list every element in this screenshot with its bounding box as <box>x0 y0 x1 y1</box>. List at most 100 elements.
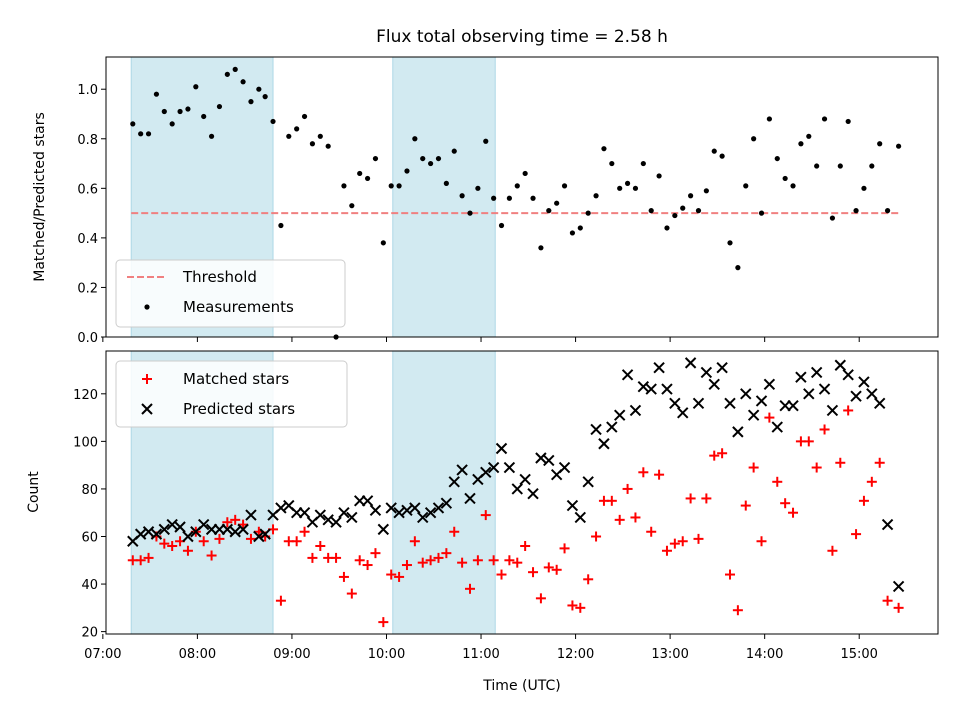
predicted-star-point <box>480 466 492 478</box>
matched-star-point <box>717 448 728 459</box>
predicted-star-point <box>834 359 847 371</box>
measurement-point <box>845 118 851 125</box>
matched-star-point <box>780 498 791 509</box>
matched-star-point <box>417 557 428 568</box>
measurement-point <box>325 143 331 149</box>
measurement-point <box>782 175 788 182</box>
measurement-point <box>743 183 749 189</box>
matched-star-point <box>528 567 539 578</box>
predicted-star-point <box>842 369 854 381</box>
predicted-star-point <box>519 473 531 486</box>
count-panel: 20 40 60 80 100 120 07:00 08:00 09:00 10:00 11:00… <box>26 350 939 694</box>
measurement-point <box>514 183 520 189</box>
predicted-star-point <box>275 502 287 514</box>
measurement-point <box>506 195 512 201</box>
measurement-point <box>286 133 292 139</box>
predicted-star-point <box>810 366 823 379</box>
measurement-point <box>751 136 757 142</box>
measurement-point <box>869 163 875 169</box>
predicted-star-point <box>440 497 453 509</box>
matched-star-point <box>858 495 869 506</box>
measurement-point <box>262 94 268 100</box>
predicted-star-point <box>881 518 894 531</box>
bottom-y-tick-label: 100 <box>73 435 98 450</box>
measurement-point <box>624 180 631 186</box>
predicted-star-point <box>771 421 783 433</box>
predicted-star-point <box>298 507 311 519</box>
matched-star-point <box>520 541 531 552</box>
measurement-point <box>648 208 654 214</box>
predicted-star-point <box>346 511 358 524</box>
matched-star-point <box>331 552 342 563</box>
predicted-star-point <box>873 397 886 410</box>
predicted-star-point <box>417 511 429 524</box>
measurement-point <box>601 146 607 152</box>
measurement-point <box>153 91 160 97</box>
measurement-point <box>688 193 694 199</box>
top-y-tick-label: 0.6 <box>77 182 98 197</box>
matched-star-point <box>764 412 775 423</box>
x-tick-label: 07:00 <box>84 647 121 662</box>
matched-star-point <box>685 493 696 504</box>
x-tick-label: 09:00 <box>273 647 310 662</box>
matched-star-point <box>159 538 170 549</box>
bottom-y-tick-label: 120 <box>73 388 98 403</box>
predicted-star-point <box>582 476 594 488</box>
matched-star-point <box>346 588 357 599</box>
matched-star-point <box>614 514 625 525</box>
matched-star-point <box>167 541 178 552</box>
matched-star-point <box>465 583 475 594</box>
measurement-point <box>317 133 323 139</box>
legend-predicted-label: Predicted stars <box>183 400 295 418</box>
measurement-point <box>522 170 528 177</box>
bottom-y-tick-label: 20 <box>81 626 98 641</box>
top-y-tick-label: 0.2 <box>77 281 98 296</box>
matched-star-point <box>851 529 862 540</box>
matched-star-point <box>843 405 854 416</box>
measurement-point <box>774 155 780 162</box>
predicted-star-point <box>629 404 642 417</box>
predicted-star-point <box>590 423 602 436</box>
predicted-star-point <box>892 580 905 593</box>
matched-star-point <box>559 543 570 554</box>
top-y-tick-label: 0.0 <box>77 331 98 346</box>
predicted-star-point <box>197 518 210 531</box>
predicted-star-point <box>134 528 147 540</box>
predicted-star-point <box>795 371 807 383</box>
measurement-point <box>256 86 262 92</box>
measurement-point <box>169 121 175 127</box>
predicted-star-point <box>763 378 776 391</box>
measurement-point <box>451 148 457 154</box>
predicted-star-point <box>511 483 523 495</box>
legend-predicted-marker <box>141 403 153 415</box>
predicted-star-point <box>724 397 736 410</box>
measurement-point <box>301 113 308 120</box>
matched-star-point <box>606 495 617 506</box>
measurement-point <box>240 79 246 85</box>
measurement-point <box>388 183 394 189</box>
matched-star-point <box>449 526 460 537</box>
predicted-star-point <box>314 509 327 521</box>
matched-star-point <box>874 457 885 468</box>
matched-star-point <box>638 467 649 478</box>
legend-measurements-swatch <box>144 304 150 310</box>
matched-star-point <box>693 533 704 544</box>
matched-star-point <box>835 457 846 468</box>
measurement-point <box>294 126 300 132</box>
predicted-star-point <box>495 442 508 455</box>
measurement-point <box>766 116 772 122</box>
matched-star-point <box>740 500 751 511</box>
measurement-point <box>428 160 434 167</box>
x-tick-label: 13:00 <box>651 647 688 662</box>
top-y-ticks: 0.0 0.2 0.4 0.6 0.8 1.0 <box>77 83 106 346</box>
legend-threshold-label: Threshold <box>182 268 257 286</box>
matched-star-point <box>370 548 381 559</box>
predicted-star-point <box>732 426 744 438</box>
matched-star-point <box>214 533 225 544</box>
measurement-point <box>443 180 449 186</box>
predicted-star-point <box>858 376 870 388</box>
matched-star-point <box>803 436 814 447</box>
predicted-star-point <box>558 461 571 474</box>
bottom-y-tick-label: 40 <box>81 578 98 593</box>
predicted-star-point <box>237 523 249 536</box>
